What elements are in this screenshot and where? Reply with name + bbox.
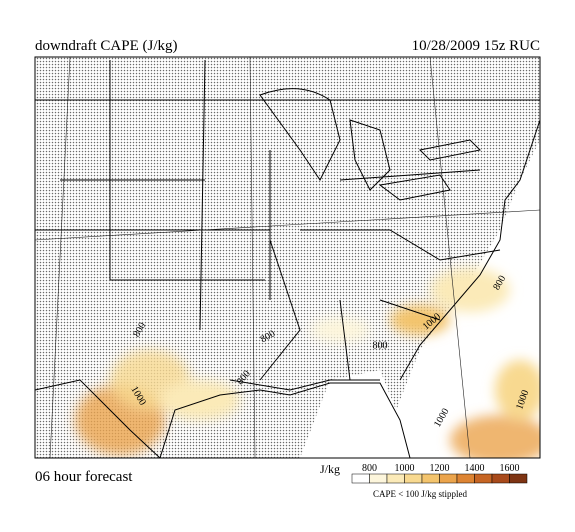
legend-swatch (421, 473, 440, 484)
legend-swatch (369, 473, 388, 484)
legend-note: CAPE < 100 J/kg stippled (373, 489, 468, 499)
contour-label: 800 (373, 340, 388, 351)
map-frame (34, 56, 541, 459)
legend-unit: J/kg (320, 462, 340, 476)
legend-swatch (404, 473, 423, 484)
legend-tick-label: 1000 (395, 463, 415, 474)
legend-tick-label: 1400 (465, 463, 485, 474)
gulf-clear (300, 370, 400, 458)
legend-swatch (491, 473, 510, 484)
legend-swatch (474, 473, 493, 484)
legend-tick-label: 1600 (500, 463, 520, 474)
legend-swatch (456, 473, 475, 484)
legend-tick-label: 800 (362, 463, 377, 474)
valid-time: 10/28/2009 15z RUC (412, 38, 540, 54)
map (35, 57, 540, 458)
legend-tick-label: 1200 (430, 463, 450, 474)
legend-swatch (386, 473, 405, 484)
legend: 800 1000 1200 1400 1600 (351, 463, 528, 484)
legend-swatch (439, 473, 458, 484)
legend-swatch (509, 473, 528, 484)
forecast: 06 hour forecast (35, 469, 133, 485)
legend-swatch (351, 473, 370, 484)
title: downdraft CAPE (J/kg) (35, 38, 178, 54)
